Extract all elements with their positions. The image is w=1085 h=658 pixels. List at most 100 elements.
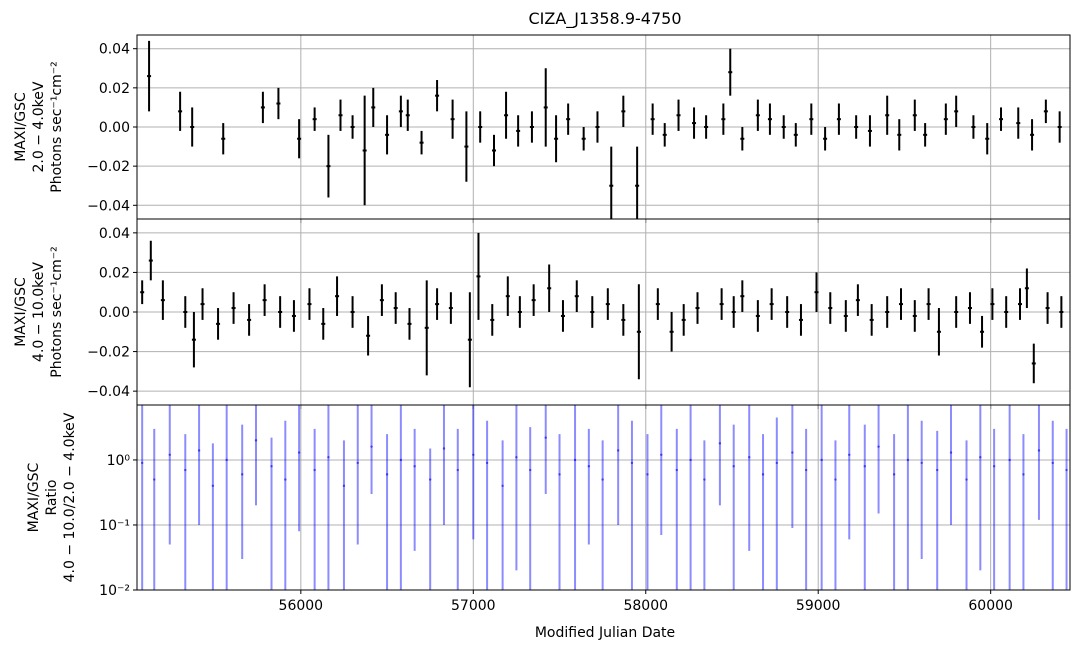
data-point — [936, 468, 939, 472]
data-point — [284, 478, 287, 481]
y-tick-label: 0.02 — [99, 81, 130, 97]
data-point — [485, 461, 489, 465]
data-point — [732, 465, 735, 468]
y-axis-label: Ratio — [44, 480, 60, 516]
data-point — [313, 468, 316, 472]
y-axis-label: Photons sec⁻¹cm⁻² — [49, 246, 65, 378]
x-axis-label: Modified Julian Date — [535, 625, 675, 641]
data-point — [979, 456, 982, 459]
data-point — [442, 447, 446, 450]
data-point — [327, 456, 330, 459]
data-point — [515, 456, 518, 459]
y-tick-label: −0.04 — [87, 198, 130, 214]
y-tick-label: 10⁻¹ — [99, 518, 130, 534]
data-point — [834, 478, 837, 481]
y-axis-label: 4.0 − 10.0keV — [31, 262, 47, 362]
data-point — [472, 453, 475, 457]
data-point — [225, 458, 228, 462]
data-point — [848, 453, 851, 457]
data-point — [153, 478, 156, 481]
data-point — [646, 473, 649, 476]
data-point — [544, 436, 547, 439]
x-tick-label: 57000 — [451, 598, 496, 614]
data-point — [616, 449, 620, 452]
data-point — [906, 458, 910, 462]
data-point — [501, 484, 504, 488]
data-point — [892, 473, 896, 476]
data-point — [168, 453, 171, 457]
x-tick-label: 59000 — [796, 598, 841, 614]
data-point — [529, 468, 532, 472]
series-marks — [147, 40, 1062, 219]
data-point — [775, 461, 779, 465]
y-tick-label: −0.04 — [87, 384, 130, 400]
data-point — [399, 458, 403, 462]
data-point — [1065, 468, 1068, 472]
data-point — [920, 461, 923, 465]
data-point — [1051, 461, 1054, 465]
data-point — [254, 439, 258, 442]
data-point — [270, 465, 273, 468]
data-point — [748, 456, 751, 459]
data-point — [877, 445, 880, 448]
data-point — [820, 458, 823, 462]
chart-title: CIZA_J1358.9-4750 — [529, 9, 682, 29]
data-point — [703, 478, 706, 481]
data-point — [660, 453, 663, 457]
x-tick-label: 58000 — [623, 598, 668, 614]
y-tick-label: 0.02 — [99, 265, 130, 281]
y-axis-label: MAXI/GSC — [13, 92, 29, 162]
data-point — [140, 461, 144, 465]
data-point — [197, 449, 201, 452]
series-marks — [140, 232, 1064, 388]
data-point — [456, 468, 459, 472]
data-point — [992, 465, 996, 468]
data-point — [558, 473, 561, 476]
data-point — [689, 458, 692, 462]
data-point — [385, 473, 389, 476]
data-point — [761, 473, 765, 476]
panel-soft: −0.04 −0.02 0.00 0.02 0.04 MAXI/GSC 2.0 − 4.0k… — [13, 34, 1071, 223]
data-point — [297, 451, 301, 454]
data-point — [1037, 449, 1041, 452]
data-point — [184, 468, 187, 472]
x-tick-label: 56000 — [279, 598, 324, 614]
y-tick-label: 0.04 — [99, 42, 130, 58]
y-tick-label: −0.02 — [87, 159, 130, 175]
data-point — [370, 445, 373, 448]
data-point — [573, 458, 577, 462]
data-point — [791, 451, 794, 454]
x-tick-label: 60000 — [968, 598, 1013, 614]
y-axis-label: 4.0 − 10.0/2.0 − 4.0keV — [62, 412, 78, 582]
data-point — [1008, 458, 1011, 462]
data-point — [342, 484, 346, 488]
y-tick-label: 10⁻² — [99, 583, 130, 599]
data-point — [428, 478, 432, 481]
panel-ratio: 10⁻² 10⁻¹ 10⁰ MAXI/GSC Ratio 4.0 − 10.0/2.0 −… — [26, 404, 1071, 599]
y-axis-label: 2.0 − 4.0keV — [31, 81, 47, 172]
data-point — [211, 484, 215, 488]
y-tick-label: 10⁰ — [107, 453, 131, 469]
y-axis-label: MAXI/GSC — [13, 277, 29, 347]
y-tick-label: 0.04 — [99, 226, 130, 242]
data-point — [863, 465, 866, 468]
data-point — [804, 468, 808, 472]
data-point — [1022, 473, 1025, 476]
data-point — [587, 465, 591, 468]
data-point — [601, 478, 604, 481]
y-tick-label: 0.00 — [99, 305, 130, 321]
y-tick-label: 0.00 — [99, 120, 130, 136]
data-point — [413, 465, 416, 468]
panel-frame — [136, 404, 1071, 591]
data-point — [949, 451, 953, 454]
data-point — [240, 473, 244, 476]
panel-hard: −0.04 −0.02 0.00 0.02 0.04 MAXI/GSC 4.0 − 10.0… — [13, 218, 1071, 409]
y-axis-label: Photons sec⁻¹cm⁻² — [49, 61, 65, 193]
data-point — [356, 461, 359, 465]
data-point — [675, 468, 678, 472]
y-axis-label: MAXI/GSC — [26, 462, 42, 532]
data-point — [718, 442, 722, 445]
